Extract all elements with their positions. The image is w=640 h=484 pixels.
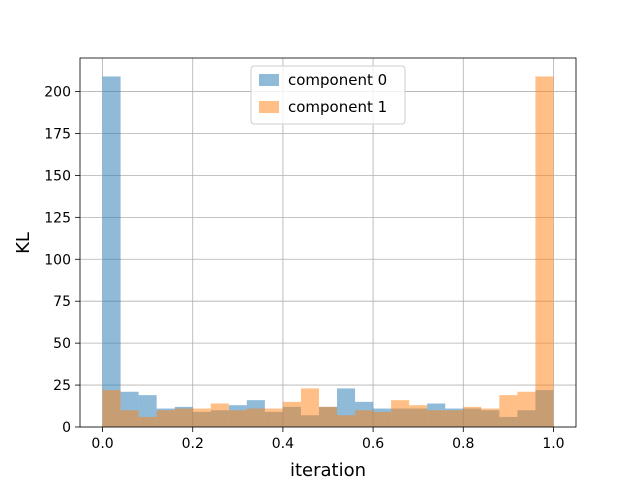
bar-series-1: [409, 405, 428, 427]
bar-series-1: [373, 411, 392, 427]
bar-series-1: [463, 406, 482, 427]
x-axis-label: iteration: [290, 460, 366, 480]
bar-series-1: [445, 410, 464, 427]
y-tick-label: 125: [44, 210, 71, 226]
bar-series-1: [138, 416, 157, 427]
x-tick-label: 0.2: [182, 436, 204, 452]
y-tick-label: 0: [62, 420, 71, 436]
legend: component 0 component 1: [250, 65, 406, 125]
y-tick-label: 175: [44, 126, 71, 142]
bar-series-1: [174, 408, 193, 427]
tick-labels: 0.0 0.2 0.4 0.6 0.8 1.0 0 25 50 75 100 125 150 175 200: [44, 85, 564, 452]
bar-series-1: [481, 408, 500, 427]
bar-series-1: [517, 391, 536, 427]
legend-label: component 0: [288, 71, 387, 89]
legend-swatch: [259, 74, 279, 86]
bar-series-1: [355, 410, 374, 427]
bar-series-1: [228, 410, 247, 427]
bar-series-1: [337, 415, 356, 427]
bar-series-1: [156, 410, 175, 427]
legend-label: component 1: [288, 98, 387, 116]
bar-series-1: [391, 400, 410, 427]
y-tick-label: 150: [44, 168, 71, 184]
bar-series-1: [535, 76, 554, 427]
legend-swatch: [259, 101, 279, 113]
bar-series-1: [264, 408, 283, 427]
bar-series-1: [300, 388, 319, 427]
bar-series-1: [120, 410, 139, 427]
bar-series-1: [499, 395, 518, 427]
y-tick-label: 100: [44, 252, 71, 268]
bar-series-0: [102, 76, 121, 427]
x-tick-label: 0.8: [452, 436, 474, 452]
x-tick-label: 0.6: [362, 436, 384, 452]
bar-series-1: [102, 390, 121, 427]
bar-series-1: [246, 408, 265, 427]
y-axis-label: KL: [13, 232, 34, 254]
y-tick-label: 50: [53, 336, 71, 352]
bar-series-1: [282, 401, 301, 427]
x-tick-label: 0.0: [91, 436, 113, 452]
axes: [79, 57, 577, 428]
histogram-bars: [102, 76, 554, 427]
x-tick-label: 0.4: [272, 436, 294, 452]
bar-series-1: [210, 403, 229, 427]
legend-box: [250, 65, 406, 125]
bar-series-1: [427, 410, 446, 427]
bar-series-1: [318, 406, 338, 427]
x-tick-label: 1.0: [542, 436, 564, 452]
bar-series-1: [192, 408, 211, 427]
y-tick-label: 75: [53, 294, 71, 310]
plot-frame: [79, 57, 577, 428]
y-tick-label: 200: [44, 85, 71, 101]
y-tick-label: 25: [53, 378, 71, 394]
